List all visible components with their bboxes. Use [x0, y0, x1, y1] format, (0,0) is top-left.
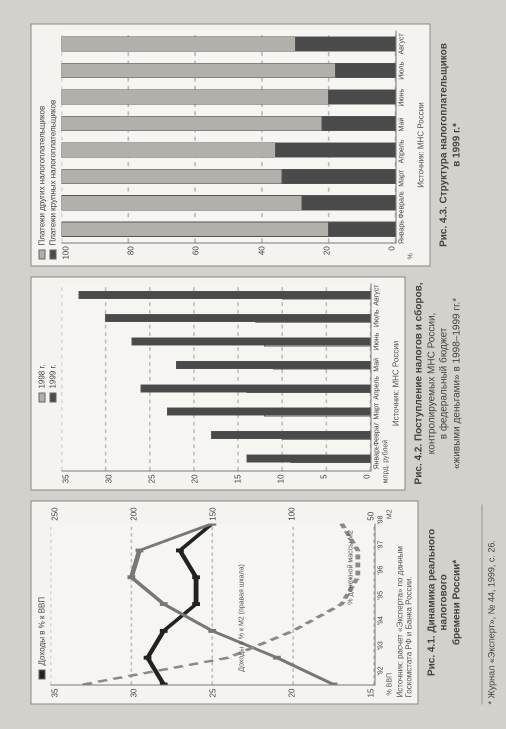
left-source: Источник: расчет «Эксперта» по данным Го… [395, 507, 413, 697]
mid-caption: Рис. 4.2. Поступление налогов и сборов, … [414, 277, 464, 491]
legend-a: Доходы в % к ВВП [38, 597, 47, 666]
left-plot-wrap: 3530252015 Доходы в % к M2 (правая шкала… [51, 507, 376, 697]
left-y2-axis: 25020015010050 [51, 507, 376, 523]
right-x-labels: ЯнварьФевральМартАпрельМайИюньИюльАвгуст [399, 31, 406, 260]
mid-y-axis: 35302520151050 [62, 471, 372, 483]
right-column: Платежи других налогоплательщиковПлатежи… [31, 24, 464, 267]
right-chart-panel: Платежи других налогоплательщиковПлатежи… [31, 24, 431, 267]
mid-y-title: млрд. рублей [383, 284, 390, 484]
mid-source: Источник: МНС России [392, 284, 401, 484]
right-y-axis: 100806040200 [62, 243, 397, 259]
mid-column: 1998 г.1999 г. 35302520151050 ЯнварьФевр… [31, 277, 464, 491]
mid-legend: 1998 г.1999 г. [38, 284, 58, 484]
annot-b: Доходы в % к M2 (правая шкала) [238, 564, 245, 672]
page: Доходы в % к ВВП 3530252015 Доходы в % к… [1, 0, 506, 729]
annot-c: % денежной массы М2 [348, 530, 355, 605]
mid-x-labels: ЯнварьФевральМартАпрельМайИюньИюльАвгуст [374, 284, 381, 484]
mid-plot-wrap: 35302520151050 [62, 284, 372, 484]
left-y-axis: 3530252015 [51, 686, 376, 698]
right-plot [62, 31, 397, 244]
right-y-title: % [408, 31, 415, 260]
mid-plot [62, 284, 372, 472]
left-column: Доходы в % к ВВП 3530252015 Доходы в % к… [31, 500, 464, 704]
right-source: Источник: МНС России [417, 31, 426, 260]
right-plot-wrap: 100806040200 [62, 31, 397, 260]
left-x-labels: '92'93'94'95'96'97'98 [377, 507, 384, 697]
left-chart-panel: Доходы в % к ВВП 3530252015 Доходы в % к… [31, 500, 419, 704]
right-legend: Платежи других налогоплательщиковПлатежи… [38, 31, 58, 260]
charts-row: Доходы в % к ВВП 3530252015 Доходы в % к… [31, 24, 464, 705]
left-axis-titles: % ВВП М2 [386, 507, 393, 697]
left-plot: Доходы в % к M2 (правая шкала) % денежно… [51, 524, 376, 686]
left-caption: Рис. 4.1. Динамика реального налогового … [426, 500, 464, 704]
footnote: * Журнал «Эксперт», № 44, 1999, с. 26. [482, 505, 497, 705]
mid-chart-panel: 1998 г.1999 г. 35302520151050 ЯнварьФевр… [31, 277, 406, 491]
right-caption: Рис. 4.3. Структура налогоплательщиков в… [439, 24, 464, 267]
left-legend: Доходы в % к ВВП [38, 507, 47, 697]
